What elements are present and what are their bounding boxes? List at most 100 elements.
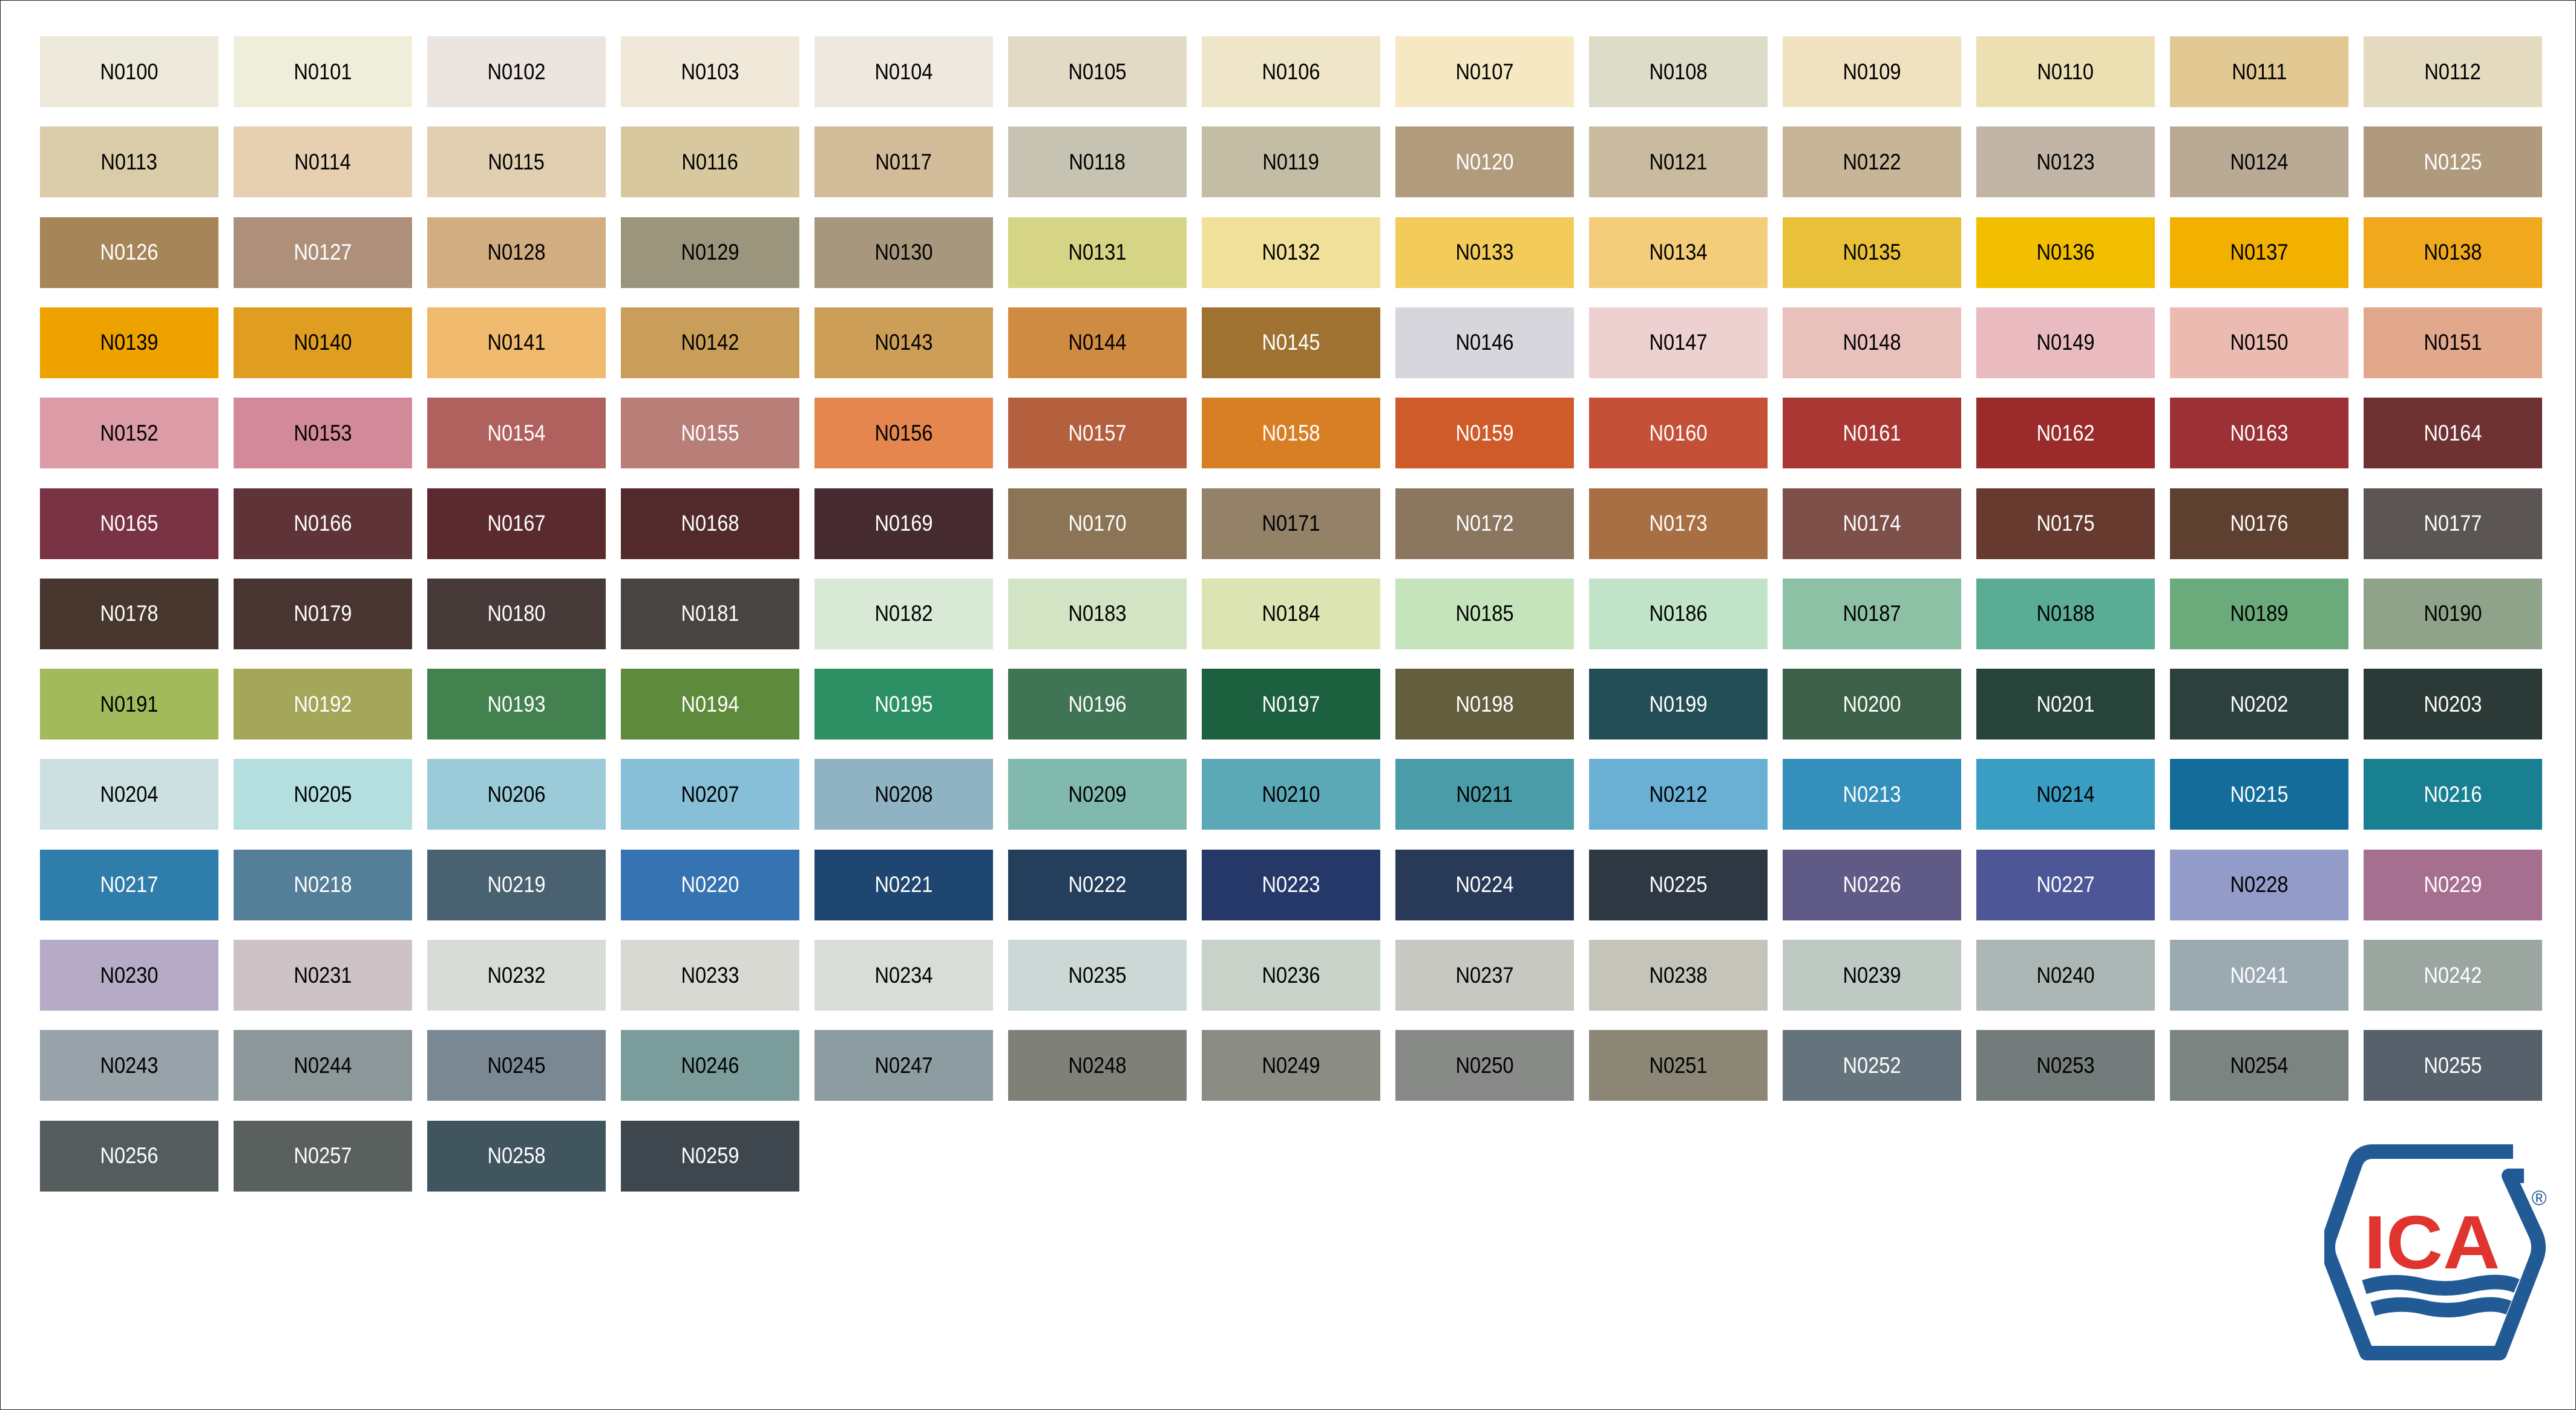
color-swatch-n0150: N0150 — [2170, 307, 2348, 378]
swatch-code-label: N0157 — [1068, 420, 1127, 445]
swatch-code-label: N0249 — [1262, 1052, 1320, 1078]
color-swatch-n0144: N0144 — [1008, 307, 1187, 378]
color-swatch-n0135: N0135 — [1783, 217, 1961, 288]
swatch-code-label: N0101 — [293, 59, 352, 84]
swatch-code-label: N0168 — [681, 511, 739, 536]
color-swatch-n0205: N0205 — [234, 759, 412, 830]
swatch-code-label: N0162 — [2036, 420, 2095, 445]
color-swatch-n0120: N0120 — [1395, 126, 1574, 198]
color-swatch-n0211: N0211 — [1395, 759, 1574, 830]
swatch-code-label: N0138 — [2424, 240, 2482, 265]
swatch-code-label: N0239 — [1843, 962, 1901, 988]
color-swatch-n0109: N0109 — [1783, 36, 1961, 107]
swatch-code-label: N0214 — [2036, 781, 2095, 807]
swatch-code-label: N0166 — [293, 511, 352, 536]
swatch-code-label: N0123 — [2036, 149, 2095, 174]
color-swatch-n0192: N0192 — [234, 669, 412, 740]
swatch-code-label: N0219 — [487, 872, 546, 897]
color-swatch-n0168: N0168 — [621, 488, 799, 559]
swatch-code-label: N0115 — [488, 149, 545, 174]
color-swatch-n0237: N0237 — [1395, 940, 1574, 1011]
swatch-code-label: N0245 — [487, 1052, 546, 1078]
swatch-code-label: N0210 — [1262, 781, 1320, 807]
swatch-code-label: N0255 — [2424, 1052, 2482, 1078]
color-swatch-n0255: N0255 — [2364, 1030, 2542, 1101]
color-swatch-n0218: N0218 — [234, 849, 412, 920]
color-swatch-n0198: N0198 — [1395, 669, 1574, 740]
color-swatch-n0189: N0189 — [2170, 578, 2348, 649]
color-swatch-n0102: N0102 — [427, 36, 606, 107]
swatch-code-label: N0154 — [487, 420, 546, 445]
color-swatch-n0110: N0110 — [1976, 36, 2155, 107]
logo-text: ICA — [2364, 1201, 2500, 1285]
color-swatch-n0165: N0165 — [40, 488, 218, 559]
swatch-code-label: N0121 — [1649, 149, 1708, 174]
swatch-code-label: N0129 — [681, 240, 739, 265]
color-swatch-n0179: N0179 — [234, 578, 412, 649]
color-swatch-n0106: N0106 — [1202, 36, 1380, 107]
color-swatch-n0236: N0236 — [1202, 940, 1380, 1011]
color-swatch-n0105: N0105 — [1008, 36, 1187, 107]
color-swatch-n0130: N0130 — [814, 217, 993, 288]
color-swatch-n0213: N0213 — [1783, 759, 1961, 830]
color-swatch-n0183: N0183 — [1008, 578, 1187, 649]
swatch-code-label: N0207 — [681, 781, 739, 807]
swatch-code-label: N0104 — [874, 59, 933, 84]
swatch-code-label: N0247 — [874, 1052, 933, 1078]
color-swatch-n0162: N0162 — [1976, 398, 2155, 469]
color-swatch-n0238: N0238 — [1589, 940, 1768, 1011]
swatch-code-label: N0103 — [681, 59, 739, 84]
swatch-code-label: N0100 — [100, 59, 159, 84]
swatch-code-label: N0139 — [100, 330, 159, 355]
swatch-code-label: N0229 — [2424, 872, 2482, 897]
swatch-code-label: N0120 — [1455, 149, 1514, 174]
color-swatch-n0227: N0227 — [1976, 849, 2155, 920]
swatch-code-label: N0172 — [1455, 511, 1514, 536]
color-swatch-n0160: N0160 — [1589, 398, 1768, 469]
color-swatch-n0247: N0247 — [814, 1030, 993, 1101]
swatch-code-label: N0132 — [1262, 240, 1320, 265]
swatch-code-label: N0163 — [2230, 420, 2289, 445]
color-swatch-n0151: N0151 — [2364, 307, 2542, 378]
color-swatch-n0249: N0249 — [1202, 1030, 1380, 1101]
color-swatch-n0215: N0215 — [2170, 759, 2348, 830]
swatch-code-label: N0222 — [1068, 872, 1127, 897]
swatch-code-label: N0187 — [1843, 601, 1901, 626]
logo-wave-1 — [2362, 1274, 2520, 1296]
swatch-code-label: N0237 — [1455, 962, 1514, 988]
color-swatch-n0187: N0187 — [1783, 578, 1961, 649]
color-swatch-n0115: N0115 — [427, 126, 606, 198]
registered-mark: ® — [2531, 1187, 2546, 1210]
color-swatch-n0170: N0170 — [1008, 488, 1187, 559]
color-swatch-n0159: N0159 — [1395, 398, 1574, 469]
color-swatch-n0163: N0163 — [2170, 398, 2348, 469]
color-swatch-n0123: N0123 — [1976, 126, 2155, 198]
color-swatch-n0204: N0204 — [40, 759, 218, 830]
swatch-code-label: N0221 — [874, 872, 933, 897]
color-swatch-n0191: N0191 — [40, 669, 218, 740]
color-swatch-n0167: N0167 — [427, 488, 606, 559]
color-swatch-n0190: N0190 — [2364, 578, 2542, 649]
swatch-code-label: N0195 — [874, 691, 933, 716]
color-swatch-n0231: N0231 — [234, 940, 412, 1011]
color-swatch-n0219: N0219 — [427, 849, 606, 920]
swatch-code-label: N0153 — [293, 420, 352, 445]
swatch-code-label: N0216 — [2424, 781, 2482, 807]
swatch-code-label: N0186 — [1649, 601, 1708, 626]
swatch-code-label: N0236 — [1262, 962, 1320, 988]
color-swatch-n0138: N0138 — [2364, 217, 2542, 288]
color-swatch-n0195: N0195 — [814, 669, 993, 740]
color-swatch-n0132: N0132 — [1202, 217, 1380, 288]
swatch-code-label: N0230 — [100, 962, 159, 988]
swatch-code-label: N0116 — [681, 149, 739, 174]
color-swatch-n0188: N0188 — [1976, 578, 2155, 649]
color-swatch-n0182: N0182 — [814, 578, 993, 649]
color-swatch-n0178: N0178 — [40, 578, 218, 649]
color-swatch-n0119: N0119 — [1202, 126, 1380, 198]
swatch-code-label: N0199 — [1649, 691, 1708, 716]
color-swatch-n0223: N0223 — [1202, 849, 1380, 920]
swatch-code-label: N0224 — [1455, 872, 1514, 897]
color-swatch-n0148: N0148 — [1783, 307, 1961, 378]
logo-wave-2 — [2370, 1297, 2512, 1317]
color-swatch-n0252: N0252 — [1783, 1030, 1961, 1101]
